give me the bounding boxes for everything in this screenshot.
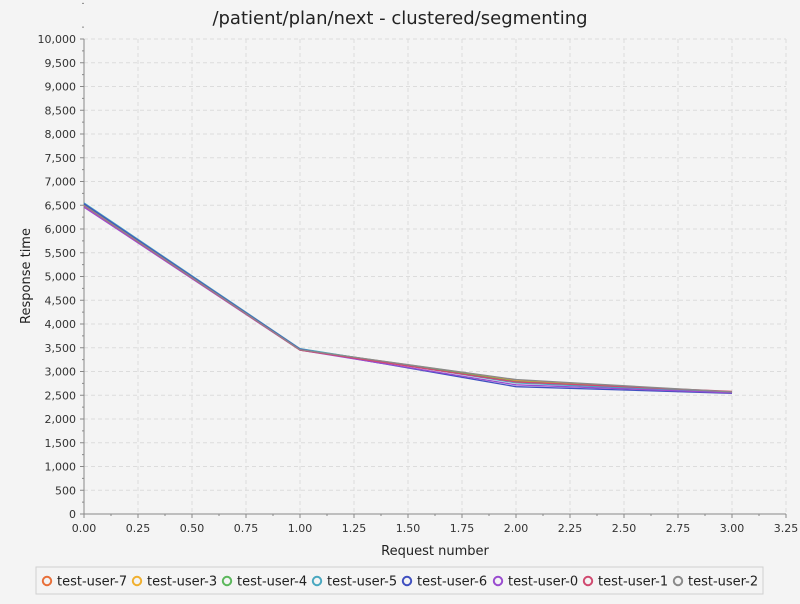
x-tick-label: 2.25: [558, 522, 583, 535]
legend-label: test-user-6: [417, 575, 487, 590]
x-tick-label: 3.00: [720, 522, 745, 535]
y-tick-label: 1,500: [45, 437, 77, 450]
y-tick-label: 6,000: [45, 223, 77, 236]
y-tick-label: 7,500: [45, 152, 77, 165]
x-tick-label: 2.75: [666, 522, 691, 535]
legend-label: test-user-1: [598, 575, 668, 590]
y-tick-label: 6,500: [45, 199, 77, 212]
x-axis-title: Request number: [381, 544, 489, 559]
x-tick-label: 0.75: [234, 522, 259, 535]
y-tick-label: 5,500: [45, 247, 77, 260]
y-tick-label: 3,000: [45, 366, 77, 379]
legend: test-user-7 test-user-3 test-user-4 test-us…: [36, 567, 763, 594]
y-tick-label: 0: [69, 508, 76, 521]
y-tick-label: 8,000: [45, 128, 77, 141]
y-axis-title: Response time: [19, 228, 34, 324]
y-tick-label: 2,500: [45, 389, 77, 402]
y-tick-label: 9,000: [45, 81, 77, 94]
legend-label: test-user-7: [57, 575, 127, 590]
legend-label: test-user-5: [327, 575, 397, 590]
x-tick-label: 3.25: [774, 522, 799, 535]
x-tick-label: 1.50: [396, 522, 421, 535]
y-tick-label: 8,500: [45, 104, 77, 117]
chart-title: /patient/plan/next - clustered/segmentin…: [212, 8, 587, 29]
axes: 0.00 0.25 0.50 0.75 1.00 1.25 1.50 1.75 2.00 2.25…: [38, 0, 800, 535]
x-tick-label: 0.00: [72, 522, 97, 535]
y-tick-label: 5,000: [45, 271, 77, 284]
x-tick-label: 1.75: [450, 522, 475, 535]
x-tick-label: 0.25: [126, 522, 151, 535]
y-tick-label: 3,500: [45, 342, 77, 355]
y-tick-label: 7,000: [45, 176, 77, 189]
x-tick-label: 1.00: [288, 522, 313, 535]
legend-label: test-user-4: [237, 575, 307, 590]
y-tick-label: 9,500: [45, 57, 77, 70]
y-tick-label: 4,500: [45, 294, 77, 307]
x-tick-label: 2.50: [612, 522, 637, 535]
legend-label: test-user-0: [508, 575, 578, 590]
y-tick-label: 2,000: [45, 413, 77, 426]
x-tick-label: 0.50: [180, 522, 205, 535]
y-tick-label: 500: [55, 484, 76, 497]
legend-label: test-user-3: [147, 575, 217, 590]
legend-label: test-user-2: [688, 575, 758, 590]
y-tick-label: 10,000: [38, 33, 77, 46]
y-tick-label: 4,000: [45, 318, 77, 331]
x-tick-label: 1.25: [342, 522, 367, 535]
y-tick-label: 1,000: [45, 461, 77, 474]
x-tick-label: 2.00: [504, 522, 529, 535]
